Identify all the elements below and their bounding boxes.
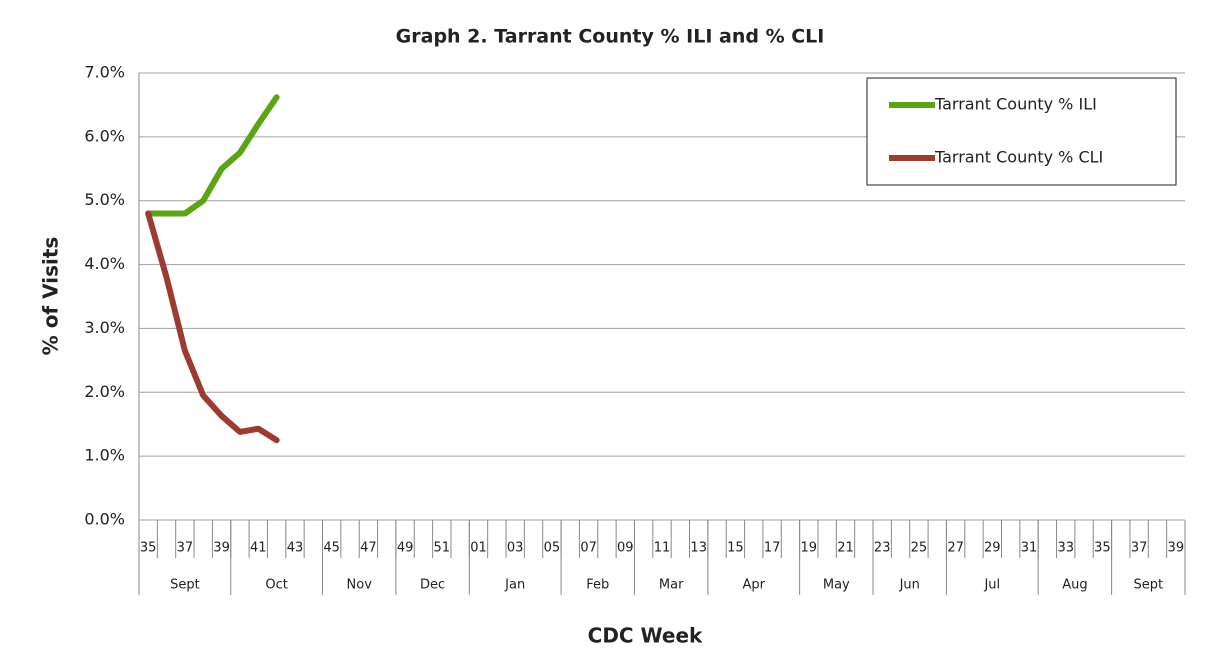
x-tick-label: 01 <box>470 541 487 556</box>
series-line <box>145 94 280 217</box>
month-label: Sept <box>170 578 200 593</box>
month-label: May <box>823 578 850 593</box>
legend-label: Tarrant County % CLI <box>934 148 1103 167</box>
x-tick-label: 35 <box>1094 541 1111 556</box>
y-tick-label: 4.0% <box>84 254 125 273</box>
month-label: Oct <box>265 578 287 593</box>
month-label: Aug <box>1062 578 1087 593</box>
month-label: Dec <box>420 578 445 593</box>
legend-label: Tarrant County % ILI <box>934 95 1097 114</box>
month-label: Mar <box>659 578 684 593</box>
series-line <box>145 210 280 444</box>
x-tick-label: 11 <box>654 541 671 556</box>
month-label: Sept <box>1133 578 1163 593</box>
x-tick-label: 25 <box>911 541 928 556</box>
x-tick-label: 43 <box>287 541 304 556</box>
x-tick-label: 05 <box>544 541 561 556</box>
month-label: Feb <box>586 578 609 593</box>
y-axis-title: % of Visits <box>39 237 63 356</box>
x-tick-label: 41 <box>250 541 267 556</box>
y-tick-label: 1.0% <box>84 446 125 465</box>
month-label: Apr <box>743 578 766 593</box>
x-tick-label: 21 <box>837 541 854 556</box>
x-tick-label: 13 <box>690 541 707 556</box>
x-tick-label: 09 <box>617 541 634 556</box>
x-axis-title: CDC Week <box>588 624 703 648</box>
month-label: Jun <box>899 578 920 593</box>
x-tick-label: 37 <box>177 541 194 556</box>
x-tick-label: 31 <box>1021 541 1038 556</box>
legend-box <box>866 77 1177 186</box>
x-tick-label: 17 <box>764 541 781 556</box>
x-tick-label: 39 <box>213 541 230 556</box>
x-tick-label: 35 <box>140 541 157 556</box>
y-tick-label: 7.0% <box>84 63 125 82</box>
x-tick-label: 33 <box>1057 541 1074 556</box>
month-label: Jul <box>983 578 1000 593</box>
x-tick-label: 51 <box>434 541 451 556</box>
y-tick-label: 2.0% <box>84 382 125 401</box>
month-label: Jan <box>504 578 525 593</box>
chart-title: Graph 2. Tarrant County % ILI and % CLI <box>396 26 825 48</box>
x-tick-label: 49 <box>397 541 414 556</box>
x-tick-label: 19 <box>801 541 818 556</box>
y-tick-label: 5.0% <box>84 190 125 209</box>
x-tick-label: 47 <box>360 541 377 556</box>
y-tick-label: 6.0% <box>84 126 125 145</box>
y-tick-label: 3.0% <box>84 318 125 337</box>
x-tick-label: 23 <box>874 541 891 556</box>
x-tick-label: 27 <box>947 541 964 556</box>
x-tick-label: 39 <box>1168 541 1185 556</box>
x-tick-label: 37 <box>1131 541 1148 556</box>
x-tick-label: 29 <box>984 541 1001 556</box>
x-tick-label: 15 <box>727 541 744 556</box>
y-tick-label: 0.0% <box>84 510 125 529</box>
x-tick-label: 45 <box>323 541 340 556</box>
month-label: Nov <box>347 578 373 593</box>
x-tick-label: 07 <box>580 541 597 556</box>
x-tick-label: 03 <box>507 541 524 556</box>
